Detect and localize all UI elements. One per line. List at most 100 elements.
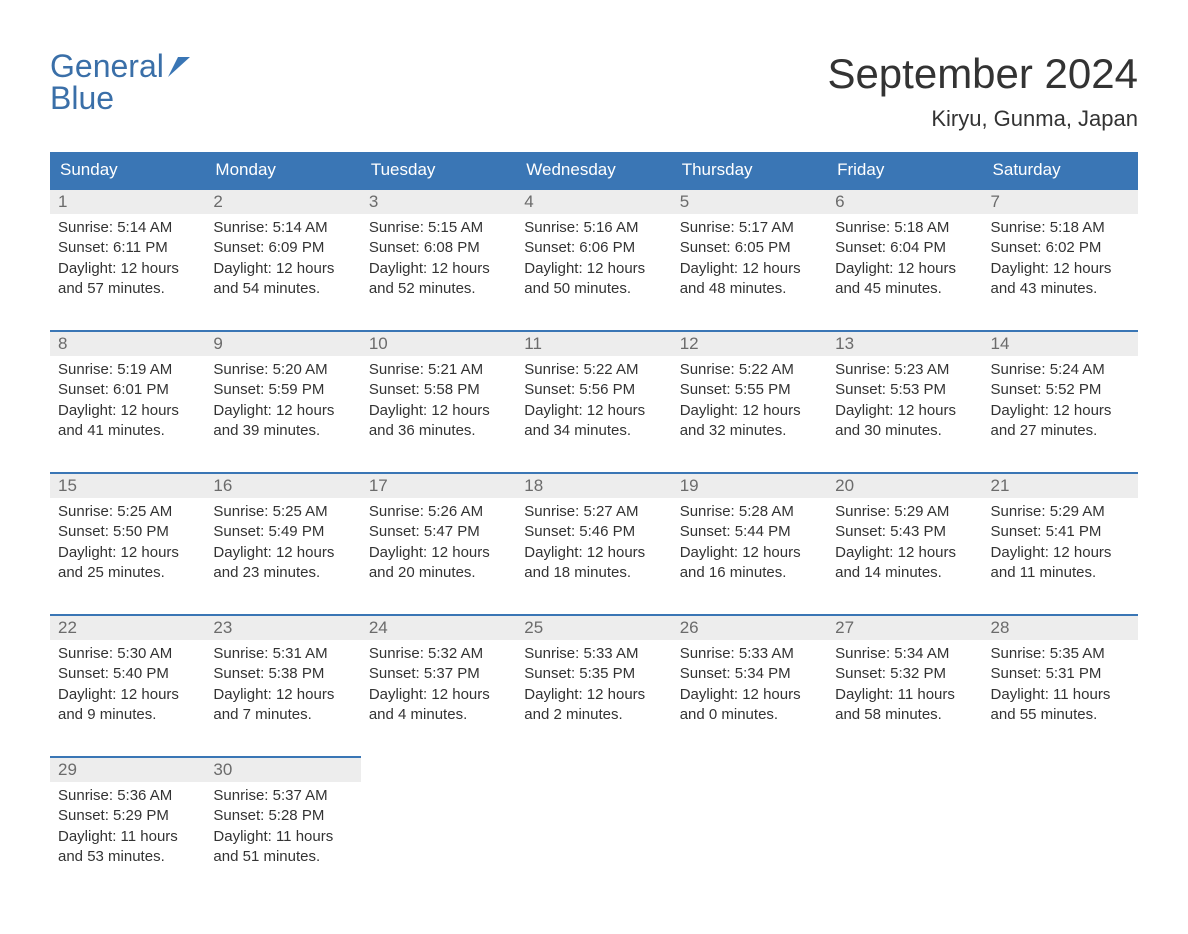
day-number: 24 <box>361 614 516 640</box>
sunset-line: Sunset: 5:47 PM <box>369 522 508 542</box>
day-cell: 17Sunrise: 5:26 AMSunset: 5:47 PMDayligh… <box>361 472 516 600</box>
sunrise-line: Sunrise: 5:26 AM <box>369 502 508 522</box>
day-content: Sunrise: 5:16 AMSunset: 6:06 PMDaylight:… <box>516 214 671 307</box>
daylight-line: Daylight: 12 hours and 30 minutes. <box>835 401 974 442</box>
day-content: Sunrise: 5:18 AMSunset: 6:02 PMDaylight:… <box>983 214 1138 307</box>
sunrise-line: Sunrise: 5:37 AM <box>213 786 352 806</box>
sunrise-line: Sunrise: 5:15 AM <box>369 218 508 238</box>
week-row: 8Sunrise: 5:19 AMSunset: 6:01 PMDaylight… <box>50 330 1138 458</box>
empty-cell <box>361 756 516 884</box>
weekday-header: Saturday <box>983 152 1138 188</box>
sunset-line: Sunset: 6:09 PM <box>213 238 352 258</box>
sunset-line: Sunset: 5:46 PM <box>524 522 663 542</box>
weekday-header: Wednesday <box>516 152 671 188</box>
sunrise-line: Sunrise: 5:20 AM <box>213 360 352 380</box>
day-cell: 5Sunrise: 5:17 AMSunset: 6:05 PMDaylight… <box>672 188 827 316</box>
day-cell: 10Sunrise: 5:21 AMSunset: 5:58 PMDayligh… <box>361 330 516 458</box>
sunrise-line: Sunrise: 5:17 AM <box>680 218 819 238</box>
daylight-line: Daylight: 12 hours and 41 minutes. <box>58 401 197 442</box>
sunrise-line: Sunrise: 5:19 AM <box>58 360 197 380</box>
day-number: 13 <box>827 330 982 356</box>
daylight-line: Daylight: 12 hours and 48 minutes. <box>680 259 819 300</box>
day-number: 10 <box>361 330 516 356</box>
daylight-line: Daylight: 12 hours and 57 minutes. <box>58 259 197 300</box>
day-cell: 9Sunrise: 5:20 AMSunset: 5:59 PMDaylight… <box>205 330 360 458</box>
day-content: Sunrise: 5:25 AMSunset: 5:49 PMDaylight:… <box>205 498 360 591</box>
day-number: 18 <box>516 472 671 498</box>
day-content: Sunrise: 5:32 AMSunset: 5:37 PMDaylight:… <box>361 640 516 733</box>
sunrise-line: Sunrise: 5:24 AM <box>991 360 1130 380</box>
sunset-line: Sunset: 5:35 PM <box>524 664 663 684</box>
daylight-line: Daylight: 12 hours and 36 minutes. <box>369 401 508 442</box>
day-content: Sunrise: 5:20 AMSunset: 5:59 PMDaylight:… <box>205 356 360 449</box>
day-cell: 19Sunrise: 5:28 AMSunset: 5:44 PMDayligh… <box>672 472 827 600</box>
day-cell: 1Sunrise: 5:14 AMSunset: 6:11 PMDaylight… <box>50 188 205 316</box>
daylight-line: Daylight: 12 hours and 18 minutes. <box>524 543 663 584</box>
day-number: 9 <box>205 330 360 356</box>
day-number: 16 <box>205 472 360 498</box>
day-number: 28 <box>983 614 1138 640</box>
sunset-line: Sunset: 5:43 PM <box>835 522 974 542</box>
day-number: 14 <box>983 330 1138 356</box>
day-number: 1 <box>50 188 205 214</box>
day-content: Sunrise: 5:37 AMSunset: 5:28 PMDaylight:… <box>205 782 360 875</box>
sunrise-line: Sunrise: 5:28 AM <box>680 502 819 522</box>
sunrise-line: Sunrise: 5:23 AM <box>835 360 974 380</box>
day-content: Sunrise: 5:21 AMSunset: 5:58 PMDaylight:… <box>361 356 516 449</box>
day-cell: 4Sunrise: 5:16 AMSunset: 6:06 PMDaylight… <box>516 188 671 316</box>
weekday-header: Tuesday <box>361 152 516 188</box>
logo: General Blue <box>50 50 198 114</box>
empty-cell <box>827 756 982 884</box>
day-cell: 23Sunrise: 5:31 AMSunset: 5:38 PMDayligh… <box>205 614 360 742</box>
sunset-line: Sunset: 6:04 PM <box>835 238 974 258</box>
day-number: 21 <box>983 472 1138 498</box>
day-number: 26 <box>672 614 827 640</box>
day-number: 4 <box>516 188 671 214</box>
day-number: 30 <box>205 756 360 782</box>
daylight-line: Daylight: 11 hours and 51 minutes. <box>213 827 352 868</box>
day-cell: 26Sunrise: 5:33 AMSunset: 5:34 PMDayligh… <box>672 614 827 742</box>
daylight-line: Daylight: 12 hours and 39 minutes. <box>213 401 352 442</box>
day-number: 11 <box>516 330 671 356</box>
sunrise-line: Sunrise: 5:35 AM <box>991 644 1130 664</box>
weekday-header-row: Sunday Monday Tuesday Wednesday Thursday… <box>50 152 1138 188</box>
day-cell: 22Sunrise: 5:30 AMSunset: 5:40 PMDayligh… <box>50 614 205 742</box>
sunrise-line: Sunrise: 5:25 AM <box>213 502 352 522</box>
day-cell: 13 Sunrise: 5:23 AMSunset: 5:53 PMDayligh… <box>827 330 982 458</box>
sunrise-line: Sunrise: 5:25 AM <box>58 502 197 522</box>
daylight-line: Daylight: 12 hours and 11 minutes. <box>991 543 1130 584</box>
week-row: 22Sunrise: 5:30 AMSunset: 5:40 PMDayligh… <box>50 614 1138 742</box>
weekday-header: Monday <box>205 152 360 188</box>
day-cell: 14Sunrise: 5:24 AMSunset: 5:52 PMDayligh… <box>983 330 1138 458</box>
day-cell: 20Sunrise: 5:29 AMSunset: 5:43 PMDayligh… <box>827 472 982 600</box>
sunrise-line: Sunrise: 5:34 AM <box>835 644 974 664</box>
sunset-line: Sunset: 5:53 PM <box>835 380 974 400</box>
day-number: 27 <box>827 614 982 640</box>
sunset-line: Sunset: 5:31 PM <box>991 664 1130 684</box>
sunrise-line: Sunrise: 5:18 AM <box>991 218 1130 238</box>
daylight-line: Daylight: 11 hours and 58 minutes. <box>835 685 974 726</box>
day-number: 15 <box>50 472 205 498</box>
daylight-line: Daylight: 12 hours and 43 minutes. <box>991 259 1130 300</box>
day-number: 5 <box>672 188 827 214</box>
daylight-line: Daylight: 12 hours and 9 minutes. <box>58 685 197 726</box>
sunrise-line: Sunrise: 5:29 AM <box>991 502 1130 522</box>
sunset-line: Sunset: 5:38 PM <box>213 664 352 684</box>
day-cell: 3Sunrise: 5:15 AMSunset: 6:08 PMDaylight… <box>361 188 516 316</box>
sunset-line: Sunset: 5:52 PM <box>991 380 1130 400</box>
location-label: Kiryu, Gunma, Japan <box>827 106 1138 132</box>
sunrise-line: Sunrise: 5:22 AM <box>524 360 663 380</box>
day-number: 25 <box>516 614 671 640</box>
day-content: Sunrise: 5:35 AMSunset: 5:31 PMDaylight:… <box>983 640 1138 733</box>
day-content: Sunrise: 5:24 AMSunset: 5:52 PMDaylight:… <box>983 356 1138 449</box>
daylight-line: Daylight: 12 hours and 32 minutes. <box>680 401 819 442</box>
week-row: 1Sunrise: 5:14 AMSunset: 6:11 PMDaylight… <box>50 188 1138 316</box>
logo-text-blue: Blue <box>50 82 198 114</box>
sunrise-line: Sunrise: 5:22 AM <box>680 360 819 380</box>
day-number: 17 <box>361 472 516 498</box>
sunrise-line: Sunrise: 5:29 AM <box>835 502 974 522</box>
sunrise-line: Sunrise: 5:32 AM <box>369 644 508 664</box>
daylight-line: Daylight: 12 hours and 54 minutes. <box>213 259 352 300</box>
sunset-line: Sunset: 5:58 PM <box>369 380 508 400</box>
sunrise-line: Sunrise: 5:18 AM <box>835 218 974 238</box>
